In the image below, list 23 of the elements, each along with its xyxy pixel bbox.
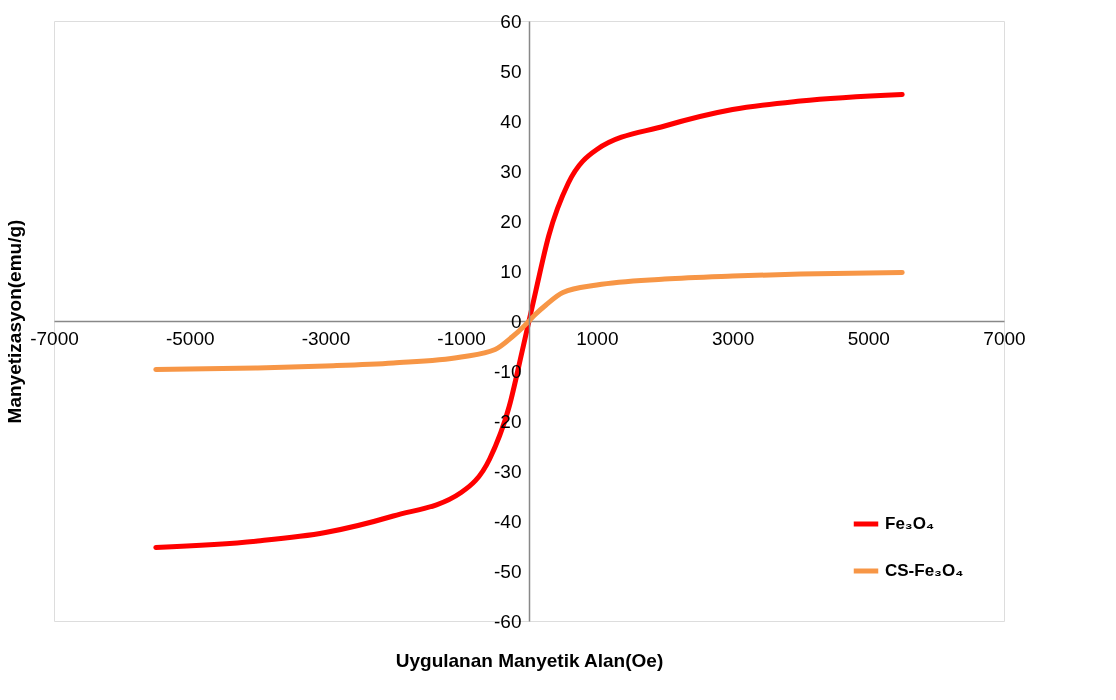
y-tick-label: -30 [494,460,522,482]
x-tick-label: 5000 [847,327,890,349]
x-tick-label: 1000 [576,327,619,349]
legend-label: CS-Fe₃O₄ [885,561,964,580]
x-tick-label: -7000 [30,327,79,349]
x-tick-label: -1000 [437,327,486,349]
x-tick-label: 7000 [983,327,1026,349]
y-tick-label: 30 [500,160,522,182]
x-tick-label: 3000 [711,327,755,349]
y-tick-label: 40 [500,110,522,132]
y-axis-title: Manyetizasyon(emu/g) [3,219,25,424]
y-tick-label: -60 [494,610,522,632]
x-tick-label: -5000 [165,327,215,349]
y-tick-label: -50 [494,560,522,582]
x-tick-label: -3000 [301,327,351,349]
y-tick-label: 0 [510,310,522,332]
x-axis-title: Uygulanan Manyetik Alan(Oe) [395,649,664,671]
y-tick-label: 50 [500,60,522,82]
legend-label: Fe₃O₄ [885,514,935,533]
y-tick-label: -40 [494,510,522,532]
y-tick-label: 60 [500,10,522,32]
y-tick-label: 20 [500,210,522,232]
y-tick-label: 10 [500,260,522,282]
